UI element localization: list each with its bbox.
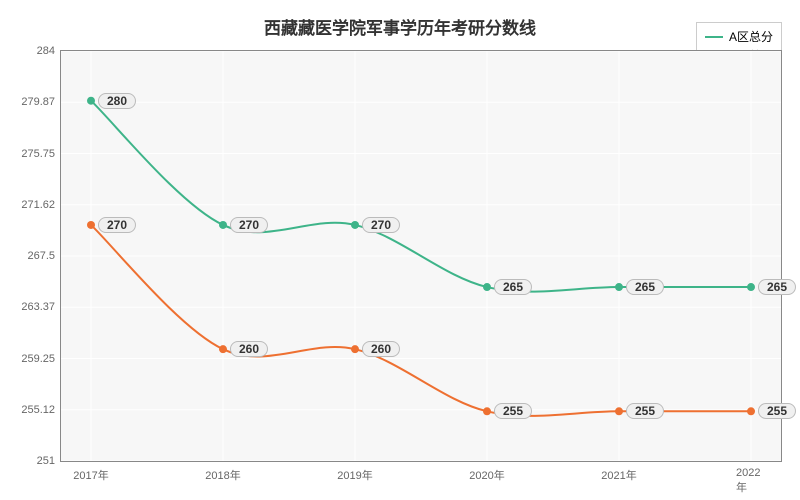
data-point	[351, 221, 359, 229]
data-label: 255	[494, 403, 532, 419]
data-label: 265	[758, 279, 796, 295]
plot-svg	[61, 51, 781, 461]
y-tick-label: 251	[37, 455, 61, 467]
data-point	[219, 345, 227, 353]
data-point	[483, 283, 491, 291]
data-point	[87, 97, 95, 105]
x-tick-label: 2020年	[469, 461, 504, 483]
legend-label-a: A区总分	[729, 28, 773, 45]
data-point	[87, 221, 95, 229]
data-point	[615, 283, 623, 291]
y-tick-label: 284	[37, 45, 61, 57]
y-tick-label: 255.12	[21, 404, 61, 416]
data-label: 260	[362, 341, 400, 357]
data-label: 270	[98, 217, 136, 233]
x-tick-label: 2022年	[736, 461, 766, 495]
legend-item: A区总分	[705, 27, 773, 46]
chart-container: 西藏藏医学院军事学历年考研分数线 A区总分 B区总分 251255.12259.…	[0, 0, 800, 500]
plot-area: 251255.12259.25263.37267.5271.62275.7527…	[60, 50, 782, 462]
data-label: 255	[758, 403, 796, 419]
y-tick-label: 263.37	[21, 301, 61, 313]
x-tick-label: 2021年	[601, 461, 636, 483]
y-tick-label: 267.5	[27, 250, 61, 262]
data-label: 265	[626, 279, 664, 295]
data-label: 260	[230, 341, 268, 357]
chart-title: 西藏藏医学院军事学历年考研分数线	[264, 14, 536, 39]
data-label: 255	[626, 403, 664, 419]
data-point	[615, 407, 623, 415]
data-point	[747, 407, 755, 415]
y-tick-label: 275.75	[21, 148, 61, 160]
y-tick-label: 271.62	[21, 199, 61, 211]
data-point	[351, 345, 359, 353]
data-point	[747, 283, 755, 291]
data-label: 270	[230, 217, 268, 233]
data-point	[219, 221, 227, 229]
data-label: 270	[362, 217, 400, 233]
x-tick-label: 2018年	[205, 461, 240, 483]
legend-swatch-a	[705, 36, 723, 38]
x-tick-label: 2017年	[73, 461, 108, 483]
x-tick-label: 2019年	[337, 461, 372, 483]
y-tick-label: 279.87	[21, 96, 61, 108]
data-point	[483, 407, 491, 415]
data-label: 265	[494, 279, 532, 295]
data-label: 280	[98, 93, 136, 109]
y-tick-label: 259.25	[21, 353, 61, 365]
